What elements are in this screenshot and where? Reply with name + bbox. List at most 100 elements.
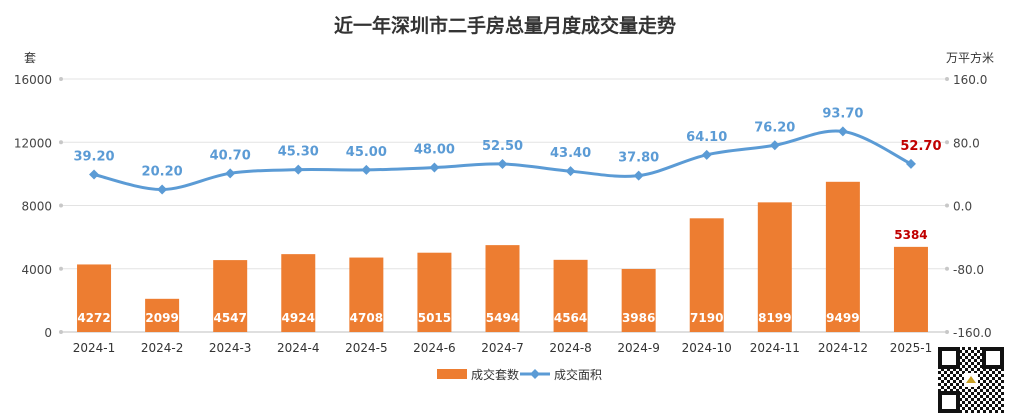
x-axis-labels: 2024-1 2024-2 2024-3 2024-4 2024-5 2024-6 2024… [73, 341, 932, 355]
legend-bar-swatch [437, 369, 467, 379]
line-value-label: 39.20 [73, 150, 114, 165]
y-right-unit: 万平方米 [946, 50, 994, 65]
x-tick-label: 2025-1 [890, 341, 933, 355]
legend-bar-label: 成交套数 [471, 367, 519, 382]
bar [825, 181, 860, 332]
y-left-tick-marker [59, 203, 63, 208]
y-left-tick-marker [59, 77, 63, 81]
line-point [837, 126, 848, 137]
bar-value-label: 9499 [826, 311, 859, 325]
bar [213, 260, 248, 332]
y-left-tick-label: 0 [44, 326, 52, 340]
bar [349, 257, 384, 332]
line-point [633, 170, 644, 181]
line-point [701, 149, 712, 160]
bar [689, 218, 724, 332]
y-right-tick-label: 80.0 [953, 136, 980, 150]
x-tick-label: 2024-5 [345, 341, 388, 355]
x-tick-label: 2024-2 [141, 341, 184, 355]
bar [757, 202, 792, 332]
y-right-tick-marker [945, 203, 949, 208]
bar [77, 264, 112, 332]
chart-title: 近一年深圳市二手房总量月度成交量走势 [334, 14, 676, 37]
bar-value-label: 5384 [894, 228, 927, 242]
y-right-tick-marker [945, 330, 949, 334]
line-point [89, 169, 100, 180]
legend-line-label: 成交面积 [554, 367, 602, 382]
y-right-tick-label: -160.0 [953, 326, 992, 340]
line-value-label: 93.70 [822, 106, 863, 121]
line-value-label: 52.70 [900, 139, 941, 154]
line-value-label: 64.10 [686, 130, 727, 145]
line-value-label: 48.00 [414, 143, 455, 158]
line-point [361, 164, 372, 175]
line-value-label: 52.50 [482, 139, 523, 154]
bar-value-label: 5015 [418, 311, 451, 325]
bar [621, 268, 656, 332]
y-right-tick-marker [945, 266, 949, 271]
bar-value-label: 3986 [622, 311, 655, 325]
line-point [225, 168, 236, 179]
bar [553, 259, 588, 332]
line-point [429, 162, 440, 173]
x-tick-label: 2024-3 [209, 341, 252, 355]
line-value-label: 76.20 [754, 120, 795, 135]
line-value-label: 40.70 [210, 148, 251, 163]
line-point [565, 166, 576, 177]
line-value-label: 37.80 [618, 151, 659, 166]
line-value-label: 45.30 [278, 145, 319, 160]
x-tick-label: 2024-6 [413, 341, 456, 355]
x-tick-label: 2024-1 [73, 341, 116, 355]
bar [417, 252, 452, 332]
line-point [497, 158, 508, 169]
line-value-label: 43.40 [550, 146, 591, 161]
y-right-tick-label: -80.0 [953, 263, 984, 277]
grid-lines [60, 78, 945, 333]
x-tick-label: 2024-11 [750, 341, 800, 355]
bar-value-label: 4924 [282, 311, 315, 325]
x-tick-label: 2024-10 [682, 341, 732, 355]
line-point [157, 184, 168, 195]
bar-value-label: 7190 [690, 311, 723, 325]
y-right-tick-label: 0.0 [953, 200, 972, 214]
y-right-axis: -160.0 -80.0 0.0 80.0 160.0 [945, 73, 992, 340]
y-right-tick-marker [945, 77, 949, 81]
qr-code-image [938, 347, 1004, 413]
y-left-tick-marker [59, 266, 63, 271]
bar-value-label: 5494 [486, 311, 519, 325]
bar-value-label: 4547 [213, 311, 246, 325]
x-tick-label: 2024-9 [617, 341, 660, 355]
y-right-tick-label: 160.0 [953, 73, 987, 87]
line-point [293, 164, 304, 175]
x-tick-label: 2024-4 [277, 341, 320, 355]
bar [145, 298, 180, 332]
y-left-tick-label: 12000 [14, 136, 52, 150]
bar-value-label: 8199 [758, 311, 791, 325]
y-left-unit: 套 [24, 51, 36, 65]
bar-value-label: 4564 [554, 311, 587, 325]
y-left-tick-marker [59, 330, 63, 334]
y-left-tick-label: 4000 [21, 263, 52, 277]
x-tick-label: 2024-12 [818, 341, 868, 355]
y-left-tick-marker [59, 140, 63, 145]
y-left-tick-label: 8000 [21, 200, 52, 214]
bar-series: 4272 2099 4547 4924 4708 5015 5494 4564 3986 7190… [77, 181, 928, 332]
line-value-label: 20.20 [142, 165, 183, 180]
bar [281, 254, 316, 332]
bar-value-label: 4708 [350, 311, 383, 325]
bar [893, 246, 928, 332]
bar-value-label: 4272 [77, 311, 110, 325]
x-tick-label: 2024-8 [549, 341, 592, 355]
bar-value-label: 2099 [145, 311, 178, 325]
bar [485, 245, 520, 332]
y-left-tick-label: 16000 [14, 73, 52, 87]
y-right-tick-marker [945, 140, 949, 145]
line-point [905, 158, 916, 169]
y-left-axis: 0 4000 8000 12000 16000 [14, 73, 63, 340]
x-tick-label: 2024-7 [481, 341, 524, 355]
line-point [769, 140, 780, 151]
line-value-label: 45.00 [346, 145, 387, 160]
legend-line-marker [530, 369, 540, 379]
legend: 成交套数 成交面积 [437, 367, 602, 382]
